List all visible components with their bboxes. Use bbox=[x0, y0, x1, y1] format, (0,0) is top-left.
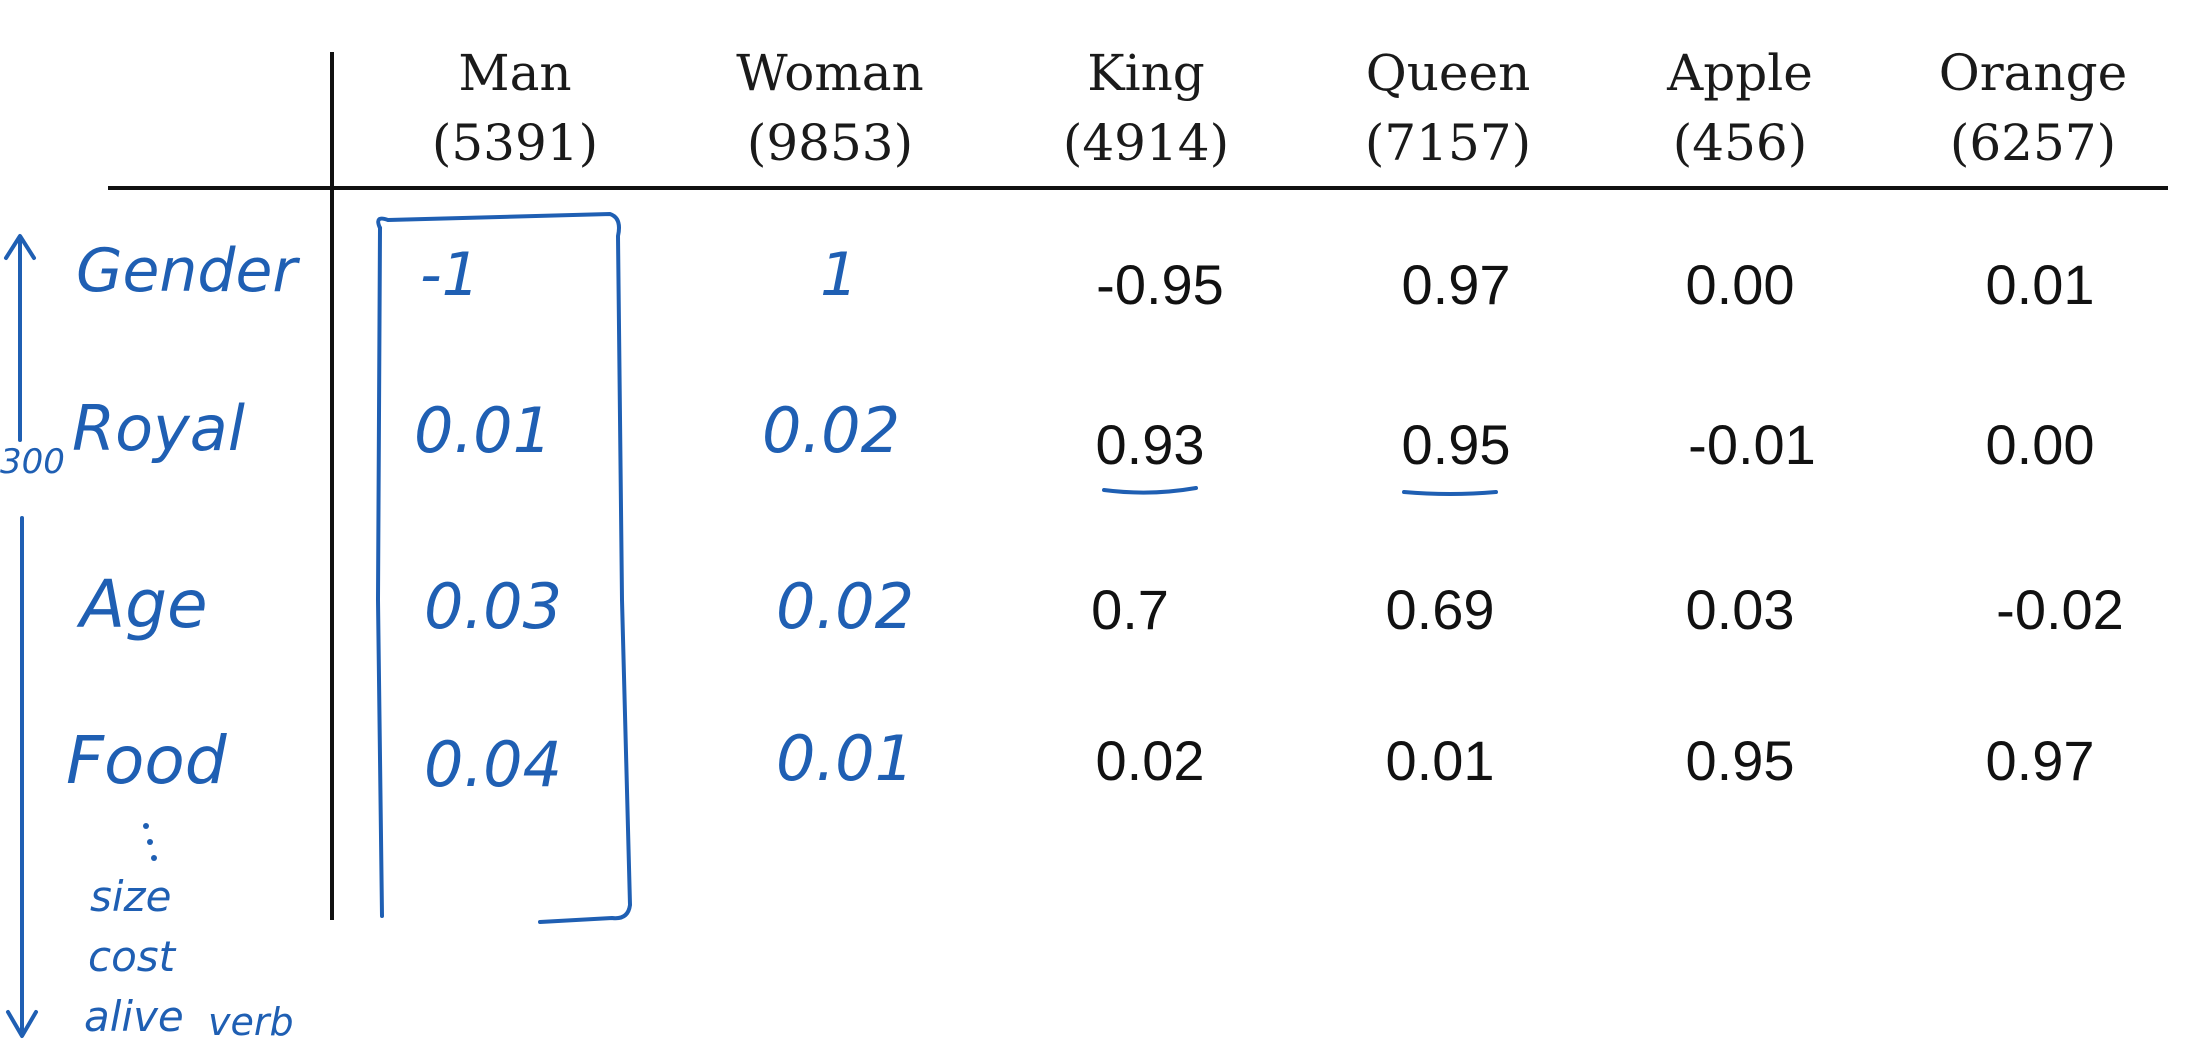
header-orange-index: (6257) bbox=[1949, 114, 2117, 172]
cell-age-orange: -0.02 bbox=[1996, 578, 2124, 641]
cell-age-woman: 0.02 bbox=[776, 570, 915, 643]
cell-food-apple: 0.95 bbox=[1685, 729, 1795, 792]
extra-feature-cost: cost bbox=[88, 932, 176, 981]
cell-royal-man: 0.01 bbox=[414, 394, 553, 467]
feature-label-gender: Gender bbox=[76, 236, 298, 306]
header-king-index: (4914) bbox=[1062, 114, 1230, 172]
header-man: Man (5391) bbox=[385, 38, 645, 178]
cell-age-king: 0.7 bbox=[1091, 578, 1169, 641]
cell-age-apple: 0.03 bbox=[1685, 578, 1795, 641]
man-column-bracket bbox=[376, 212, 632, 924]
cell-gender-apple: 0.00 bbox=[1685, 253, 1795, 316]
cell-food-orange: 0.97 bbox=[1985, 729, 2095, 792]
header-orange-word: Orange bbox=[1938, 44, 2128, 102]
header-queen-index: (7157) bbox=[1364, 114, 1532, 172]
cell-royal-apple: -0.01 bbox=[1688, 413, 1816, 476]
row-header-rule bbox=[330, 52, 334, 920]
header-apple: Apple (456) bbox=[1610, 38, 1870, 178]
header-rule bbox=[108, 186, 2168, 190]
king-underline bbox=[1102, 486, 1198, 495]
extra-feature-alive: alive bbox=[84, 992, 184, 1041]
cell-age-man: 0.03 bbox=[424, 570, 563, 643]
cell-royal-orange: 0.00 bbox=[1985, 413, 2095, 476]
queen-underline bbox=[1402, 490, 1498, 496]
header-apple-index: (456) bbox=[1672, 114, 1808, 172]
header-man-word: Man bbox=[458, 44, 572, 102]
header-queen: Queen (7157) bbox=[1318, 38, 1578, 178]
ellipsis-dot-1 bbox=[143, 823, 149, 829]
cell-gender-orange: 0.01 bbox=[1985, 253, 2095, 316]
man-column-bracket-left bbox=[376, 226, 384, 918]
cell-gender-queen: 0.97 bbox=[1401, 253, 1511, 316]
header-woman-index: (9853) bbox=[746, 114, 914, 172]
header-orange: Orange (6257) bbox=[1903, 38, 2163, 178]
cell-gender-king: -0.95 bbox=[1096, 253, 1224, 316]
cell-gender-man: -1 bbox=[420, 240, 480, 310]
cell-royal-queen: 0.95 bbox=[1401, 413, 1511, 476]
ellipsis-dot-3 bbox=[151, 855, 157, 861]
extra-feature-size: size bbox=[90, 872, 172, 921]
extra-feature-verb: verb bbox=[208, 1000, 294, 1044]
cell-food-man: 0.04 bbox=[424, 728, 563, 801]
header-king-word: King bbox=[1087, 44, 1205, 102]
cell-royal-woman: 0.02 bbox=[762, 394, 901, 467]
ellipsis-dot-2 bbox=[147, 839, 153, 845]
cell-food-woman: 0.01 bbox=[776, 722, 915, 795]
cell-food-king: 0.02 bbox=[1095, 729, 1205, 792]
feature-label-food: Food bbox=[66, 722, 227, 799]
header-woman-word: Woman bbox=[736, 44, 924, 102]
cell-gender-woman: 1 bbox=[820, 240, 859, 310]
header-man-index: (5391) bbox=[431, 114, 599, 172]
feature-label-age: Age bbox=[80, 566, 208, 643]
header-queen-word: Queen bbox=[1365, 44, 1531, 102]
header-woman: Woman (9853) bbox=[700, 38, 960, 178]
dimension-arrow-head-bottom bbox=[6, 1010, 38, 1038]
cell-food-queen: 0.01 bbox=[1385, 729, 1495, 792]
dimension-label: 300 bbox=[0, 442, 65, 482]
feature-label-royal: Royal bbox=[72, 392, 245, 465]
cell-royal-king: 0.93 bbox=[1095, 413, 1205, 476]
dimension-arrow-head-top bbox=[4, 234, 36, 260]
cell-age-queen: 0.69 bbox=[1385, 578, 1495, 641]
header-king: King (4914) bbox=[1016, 38, 1276, 178]
header-apple-word: Apple bbox=[1667, 44, 1813, 102]
